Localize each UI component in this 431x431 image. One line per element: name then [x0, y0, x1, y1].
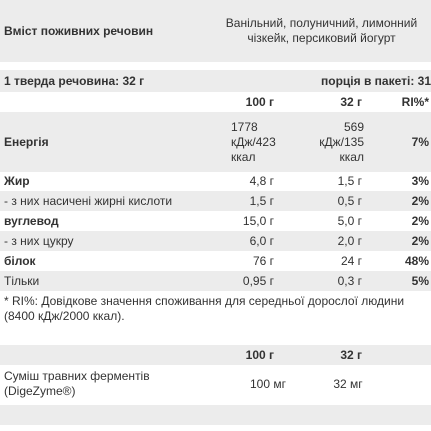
row-ri: 2%	[411, 193, 429, 208]
column-header: 100 г	[245, 94, 274, 109]
row-value: 0,95 г	[242, 273, 274, 288]
serving-pack: порція в пакеті: 31	[321, 73, 431, 88]
column-header-row: 100 г 32 г RI%*	[0, 92, 431, 112]
row-value: 569 кДж/135 ккал	[319, 119, 364, 164]
row-value: 1,5 г	[337, 174, 362, 188]
bottom-band	[0, 405, 431, 425]
row-ri: 48%	[404, 253, 429, 268]
row-value: 76 г	[252, 253, 274, 268]
row-value: 24 г	[340, 253, 362, 268]
table-row: Жир 4,8 г 1,5 г 3%	[0, 172, 431, 191]
table-row: - з них насичені жирні кислоти 1,5 г 0,5 г…	[0, 191, 431, 211]
header-title: Вміст поживних речовин	[4, 23, 154, 38]
row-value: 4,8 г	[249, 174, 274, 188]
row-ri: 2%	[411, 213, 429, 228]
table-row: вуглевод 15,0 г 5,0 г 2%	[0, 211, 431, 231]
table-row: білок 76 г 24 г 48%	[0, 251, 431, 271]
row-value: 1778 кДж/423 ккал	[231, 119, 276, 164]
enzyme-header-row: 100 г 32 г	[0, 345, 431, 365]
column-header: 32 г	[340, 94, 362, 109]
table-row: - з них цукру 6,0 г 2,0 г 2%	[0, 231, 431, 251]
row-label: вуглевод	[4, 213, 59, 228]
column-header: 100 г	[245, 347, 274, 362]
row-label: - з них цукру	[4, 233, 74, 248]
column-header: RI%*	[401, 94, 429, 109]
row-value: 5,0 г	[337, 213, 362, 228]
table-row: Тільки 0,95 г 0,3 г 5%	[0, 271, 431, 291]
enzyme-row: Суміш травних ферментів (DigeZyme®) 100 м…	[0, 365, 431, 403]
row-ri: 7%	[411, 134, 429, 149]
row-value: 0,5 г	[337, 193, 362, 208]
row-ri: 2%	[411, 233, 429, 248]
row-value: 1,5 г	[249, 193, 274, 208]
note: * RI%: Довідкове значення споживання для…	[4, 294, 405, 323]
row-value: 100 мг	[250, 376, 286, 391]
header-row: Вміст поживних речовин Ванільний, полуни…	[0, 0, 431, 62]
row-label: білок	[4, 253, 36, 268]
row-label: Енергія	[4, 134, 49, 149]
serving-row: 1 тверда речовина: 32 г порція в пакеті:…	[0, 70, 431, 92]
row-label: Суміш травних ферментів (DigeZyme®)	[4, 369, 150, 398]
column-header: 32 г	[340, 347, 362, 362]
row-label: - з них насичені жирні кислоти	[4, 193, 173, 208]
row-value: 15,0 г	[242, 213, 274, 228]
table-row: Енергія 1778 кДж/423 ккал 569 кДж/135 ккал…	[0, 112, 431, 172]
row-label: Жир	[4, 174, 30, 188]
row-value: 0,3 г	[337, 273, 362, 288]
row-value: 2,0 г	[337, 233, 362, 248]
serving-solid: 1 тверда речовина: 32 г	[4, 73, 145, 88]
row-label: Тільки	[4, 273, 40, 288]
note-row: * RI%: Довідкове значення споживання для…	[0, 292, 431, 326]
row-value: 6,0 г	[249, 233, 274, 248]
row-ri: 3%	[411, 174, 429, 188]
row-value: 32 мг	[333, 376, 363, 391]
header-flavors: Ванільний, полуничний, лимонний чізкейк,…	[225, 16, 418, 45]
row-ri: 5%	[411, 273, 429, 288]
